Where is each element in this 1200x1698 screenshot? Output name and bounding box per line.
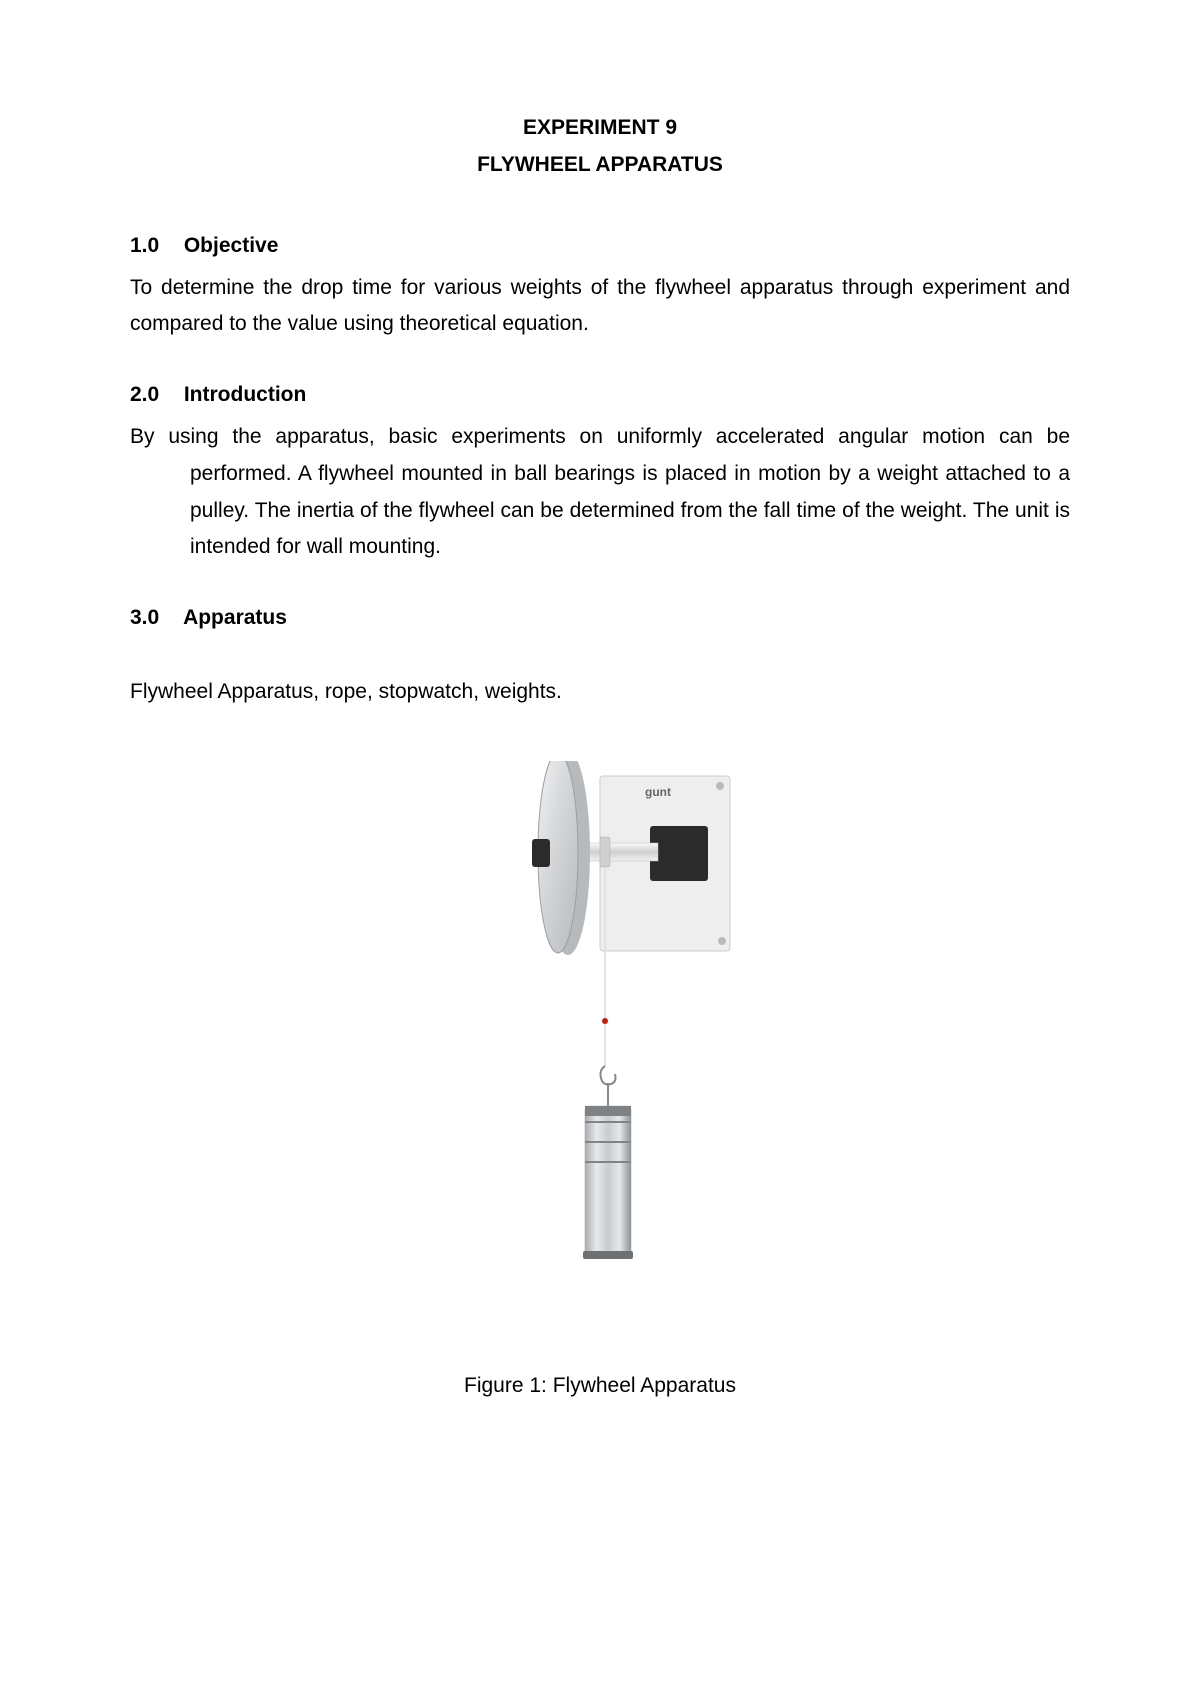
section-introduction: 2.0 Introduction By using the apparatus,… [130, 383, 1070, 566]
weight-band-1 [585, 1121, 631, 1123]
figure-caption: Figure 1: Flywheel Apparatus [130, 1374, 1070, 1398]
apparatus-label: Apparatus [183, 606, 287, 629]
hub-block [650, 826, 708, 881]
introduction-num: 2.0 [130, 383, 178, 407]
section-objective: 1.0 Objective To determine the drop time… [130, 234, 1070, 344]
experiment-number: EXPERIMENT 9 [130, 110, 1070, 147]
experiment-title: FLYWHEEL APPARATUS [130, 147, 1070, 184]
figure-block: gunt Figure 1: Flywheel Apparatus [130, 761, 1070, 1398]
weight-cap-top [585, 1106, 631, 1116]
introduction-body: By using the apparatus, basic experiment… [130, 419, 1070, 566]
title-block: EXPERIMENT 9 FLYWHEEL APPARATUS [130, 110, 1070, 184]
front-hub [532, 839, 550, 867]
red-bead-icon [602, 1018, 608, 1024]
weight-band-2 [585, 1141, 631, 1143]
objective-body: To determine the drop time for various w… [130, 270, 1070, 344]
objective-label: Objective [184, 234, 279, 257]
plate-screw-top [716, 782, 724, 790]
objective-heading: 1.0 Objective [130, 234, 1070, 258]
weight-cylinder [585, 1106, 631, 1256]
apparatus-num: 3.0 [130, 606, 178, 630]
introduction-heading: 2.0 Introduction [130, 383, 1070, 407]
introduction-label: Introduction [184, 383, 306, 406]
weight-base [583, 1251, 633, 1259]
plate-screw-bottom [718, 937, 726, 945]
flywheel-diagram: gunt [450, 761, 750, 1321]
apparatus-list: Flywheel Apparatus, rope, stopwatch, wei… [130, 674, 1070, 711]
weight-band-3 [585, 1161, 631, 1163]
shaft-pulley [600, 837, 610, 867]
objective-num: 1.0 [130, 234, 178, 258]
plate-label: gunt [645, 785, 671, 799]
hook-icon [601, 1066, 616, 1084]
apparatus-heading: 3.0 Apparatus [130, 606, 1070, 630]
section-apparatus: 3.0 Apparatus Flywheel Apparatus, rope, … [130, 606, 1070, 711]
